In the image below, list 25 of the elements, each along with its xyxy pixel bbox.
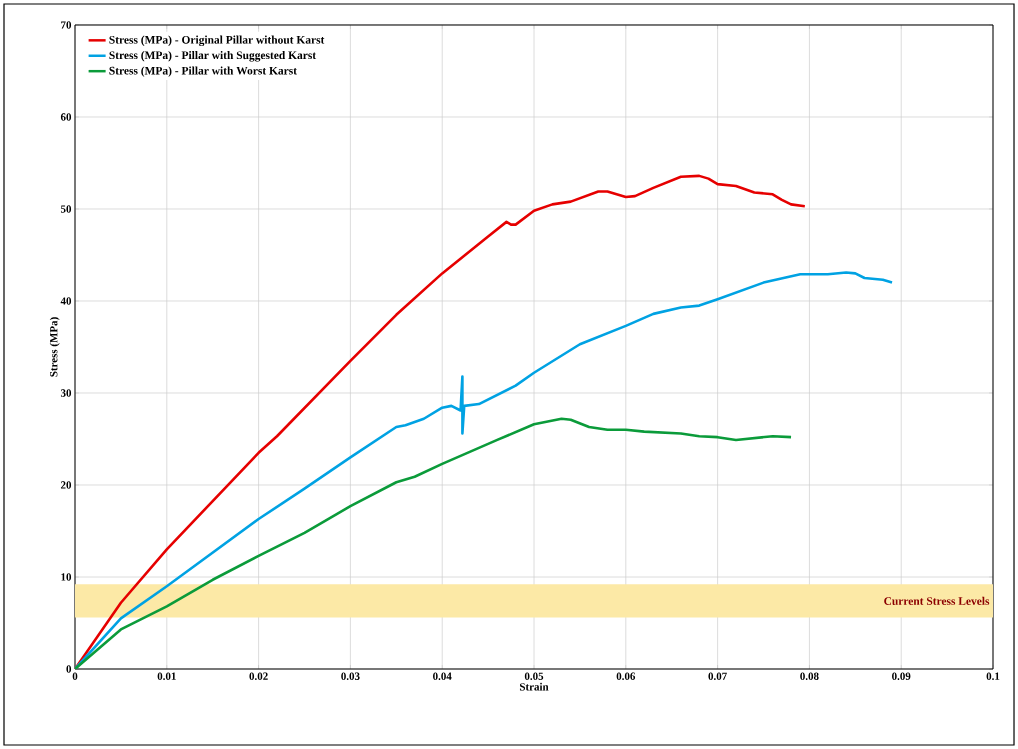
x-tick-label: 0.03	[341, 672, 360, 680]
y-tick-label: 40	[60, 297, 72, 305]
x-tick-label: 0.09	[892, 672, 911, 680]
legend-label: Stress (MPa) - Pillar with Worst Karst	[109, 66, 297, 77]
legend-label: Stress (MPa) - Original Pillar without Karst	[109, 35, 325, 47]
y-tick-label: 30	[60, 389, 72, 397]
x-tick-label: 0.05	[524, 672, 544, 680]
x-tick-label: 0	[72, 672, 78, 680]
y-tick-label: 60	[60, 113, 72, 121]
y-tick-label: 70	[61, 21, 72, 29]
x-axis-title: Strain	[519, 682, 549, 691]
x-tick-label: 0.01	[157, 672, 176, 680]
x-tick-label: 0.1	[986, 672, 1000, 680]
x-tick-label: 0.06	[616, 672, 636, 680]
x-tick-label: 0.04	[433, 672, 452, 680]
band-label: Current Stress Levels	[884, 596, 990, 605]
y-tick-label: 50	[60, 205, 72, 213]
x-tick-label: 0.02	[249, 672, 268, 680]
y-axis-title: Stress (MPa)	[49, 317, 60, 377]
x-tick-label: 0.07	[708, 672, 727, 680]
y-tick-label: 10	[61, 573, 72, 581]
y-tick-label: 20	[60, 481, 72, 489]
y-tick-label: 0	[66, 665, 72, 673]
x-tick-label: 0.08	[800, 672, 819, 680]
legend-label: Stress (MPa) - Pillar with Suggested Karst	[109, 51, 317, 62]
